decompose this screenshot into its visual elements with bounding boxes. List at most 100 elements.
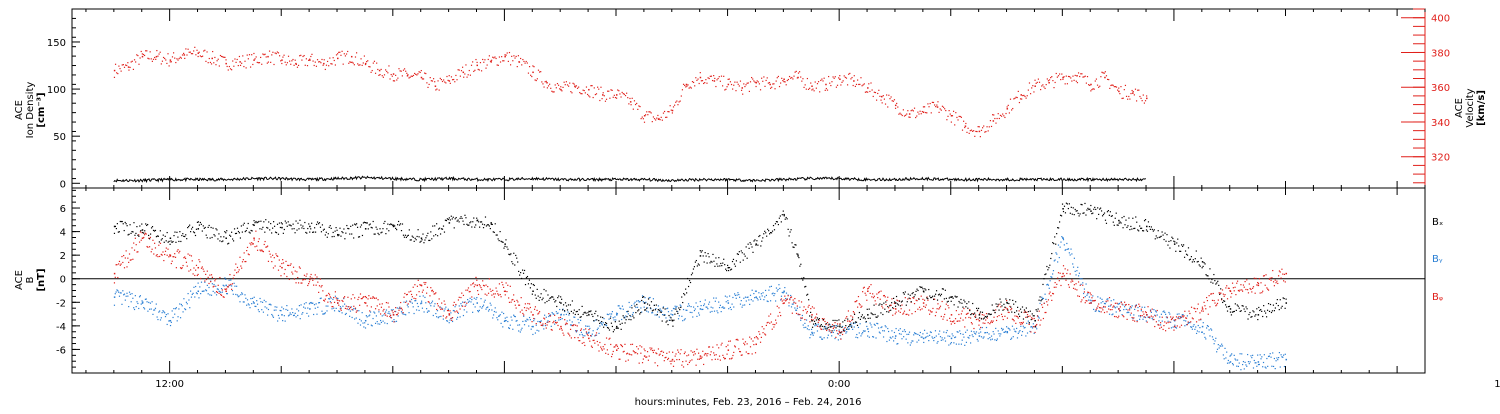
velocity-data-point bbox=[421, 77, 423, 79]
bx-point bbox=[861, 316, 862, 317]
bx-point bbox=[516, 258, 517, 259]
velocity-point bbox=[362, 65, 363, 66]
by-point bbox=[141, 300, 142, 301]
bz-point bbox=[508, 297, 509, 298]
by-point bbox=[708, 304, 709, 305]
bz-point bbox=[599, 342, 600, 343]
bz-point bbox=[653, 352, 654, 353]
by-point bbox=[1183, 320, 1184, 321]
bz-point bbox=[376, 298, 377, 299]
by-point bbox=[463, 315, 464, 316]
bz-point bbox=[621, 345, 622, 346]
bz-point bbox=[757, 337, 758, 338]
by-point bbox=[1045, 299, 1046, 300]
velocity-point bbox=[1001, 116, 1002, 117]
velocity-point bbox=[577, 88, 578, 89]
velocity-point bbox=[899, 113, 900, 114]
by-point bbox=[493, 314, 494, 315]
by-point bbox=[122, 290, 123, 291]
bx-point bbox=[542, 298, 543, 299]
by-point bbox=[742, 307, 743, 308]
by-point bbox=[881, 326, 882, 327]
bx-point bbox=[749, 242, 750, 243]
velocity-point bbox=[546, 81, 547, 82]
bx-point bbox=[837, 326, 838, 327]
bz-data-point bbox=[1007, 308, 1009, 310]
bz-point bbox=[1157, 310, 1158, 311]
bz-point bbox=[630, 344, 631, 345]
bz-point bbox=[208, 283, 209, 284]
by-point bbox=[1269, 356, 1270, 357]
bx-point bbox=[735, 266, 736, 267]
by-point bbox=[367, 316, 368, 317]
bz-data-point bbox=[895, 308, 897, 310]
bz-point bbox=[395, 307, 396, 308]
bz-point bbox=[1089, 303, 1090, 304]
bz-point bbox=[131, 247, 132, 248]
velocity-point bbox=[208, 62, 209, 63]
bz-point bbox=[1191, 307, 1192, 308]
by-point bbox=[413, 313, 414, 314]
bz-point bbox=[1095, 300, 1096, 301]
bz-point bbox=[771, 321, 772, 322]
velocity-point bbox=[986, 126, 987, 127]
bz-point bbox=[1271, 277, 1272, 278]
bz-data-point bbox=[281, 267, 283, 269]
top-left-tick-label: 150 bbox=[47, 38, 66, 49]
velocity-point bbox=[959, 116, 960, 117]
bz-point bbox=[632, 344, 633, 345]
by-point bbox=[1109, 314, 1110, 315]
velocity-point bbox=[157, 56, 158, 57]
bz-point bbox=[944, 314, 945, 315]
by-point bbox=[975, 333, 976, 334]
velocity-point bbox=[1041, 85, 1042, 86]
bx-point bbox=[172, 241, 173, 242]
bz-point bbox=[652, 350, 653, 351]
bz-point bbox=[549, 321, 550, 322]
bx-point bbox=[831, 330, 832, 331]
bx-point bbox=[824, 326, 825, 327]
bz-point bbox=[1119, 310, 1120, 311]
bz-point bbox=[367, 298, 368, 299]
by-point bbox=[1279, 352, 1280, 353]
bz-point bbox=[608, 354, 609, 355]
velocity-point bbox=[678, 101, 679, 102]
bx-point bbox=[132, 231, 133, 232]
bz-point bbox=[1264, 275, 1265, 276]
by-point bbox=[953, 342, 954, 343]
bx-point bbox=[740, 262, 741, 263]
velocity-point bbox=[802, 78, 803, 79]
velocity-point bbox=[536, 80, 537, 81]
bz-point bbox=[402, 309, 403, 310]
velocity-point bbox=[674, 105, 675, 106]
velocity-point bbox=[638, 105, 639, 106]
velocity-point bbox=[442, 81, 443, 82]
bz-point bbox=[253, 243, 254, 244]
by-point bbox=[834, 330, 835, 331]
bz-point bbox=[462, 306, 463, 307]
by-point bbox=[1050, 280, 1051, 281]
bz-point bbox=[527, 303, 528, 304]
bz-point bbox=[743, 343, 744, 344]
velocity-point bbox=[1050, 77, 1051, 78]
velocity-point bbox=[323, 65, 324, 66]
by-point bbox=[511, 316, 512, 317]
bx-point bbox=[682, 302, 683, 303]
by-point bbox=[454, 306, 455, 307]
by-point bbox=[951, 342, 952, 343]
velocity-point bbox=[558, 85, 559, 86]
bx-point bbox=[790, 229, 791, 230]
velocity-data-point bbox=[742, 87, 744, 89]
bz-point bbox=[1121, 303, 1122, 304]
by-point bbox=[1096, 310, 1097, 311]
velocity-point bbox=[530, 75, 531, 76]
bz-point bbox=[922, 299, 923, 300]
bz-point bbox=[850, 315, 851, 316]
by-point bbox=[443, 318, 444, 319]
velocity-data-point bbox=[1048, 82, 1050, 84]
velocity-point bbox=[894, 99, 895, 100]
bz-point bbox=[449, 313, 450, 314]
bz-point bbox=[389, 316, 390, 317]
velocity-point bbox=[840, 84, 841, 85]
velocity-point bbox=[955, 112, 956, 113]
